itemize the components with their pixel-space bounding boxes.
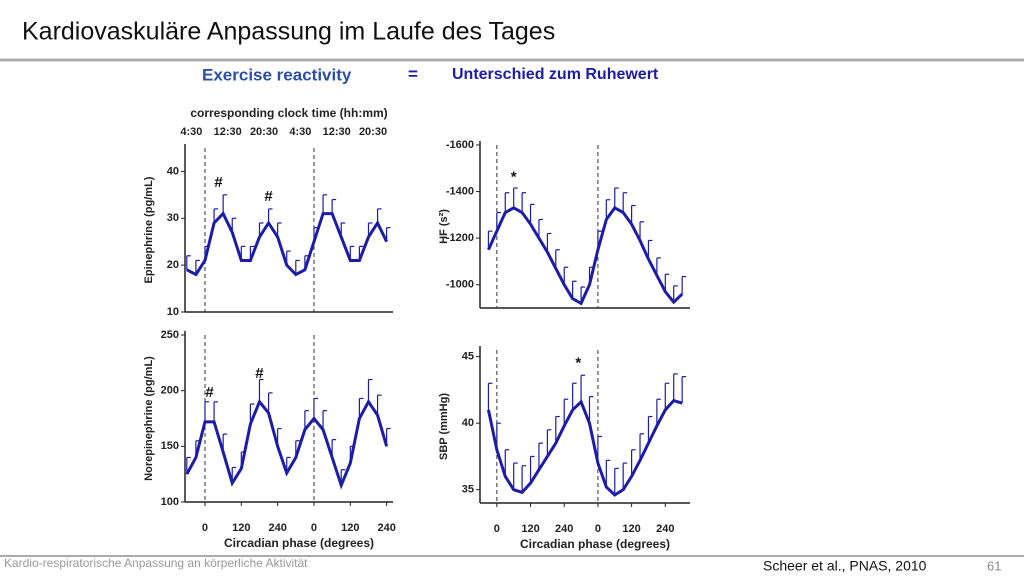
x-tick-label: 240	[656, 523, 674, 535]
annotation: #	[255, 365, 264, 382]
page-number: 61	[987, 558, 1001, 573]
x-tick-label: 120	[622, 523, 640, 535]
slide-title: Kardiovaskuläre Anpassung im Laufe des T…	[22, 18, 555, 46]
top-tick-label: 20:30	[359, 126, 387, 138]
x-tick-label: 0	[595, 523, 601, 535]
y-tick-label: 100	[161, 496, 179, 508]
mean-line	[185, 398, 389, 490]
y-tick-label: 40	[167, 165, 179, 177]
x-tick-label: 120	[341, 522, 359, 534]
y-axis-label: SBP (mmHg)	[438, 393, 450, 460]
y-tick-label: 200	[161, 385, 179, 397]
equals: =	[408, 64, 418, 83]
top-tick-label: 20:30	[250, 126, 278, 138]
annotation: *	[575, 354, 581, 371]
x-tick-label: 120	[521, 523, 539, 535]
y-axis-label: Norepinephrine (pg/mL)	[143, 356, 155, 481]
annotation: #	[214, 174, 223, 191]
y-tick-label: -1200	[446, 232, 474, 244]
y-axis-label: Epinephrine (pg/mL)	[143, 176, 155, 283]
x-axis-label: Circadian phase (degrees)	[224, 536, 374, 550]
annotation: #	[264, 188, 273, 205]
y-tick-label: 35	[462, 484, 474, 496]
y-tick-label: 20	[167, 259, 179, 271]
x-tick-label: 0	[311, 522, 317, 534]
annotation: *	[511, 169, 517, 186]
y-tick-label: 150	[161, 440, 179, 452]
footer-text: Kardio-respiratorische Anpassung an körp…	[4, 556, 308, 570]
explanation: Unterschied zum Ruhewert	[452, 66, 659, 83]
x-tick-label: 0	[494, 523, 500, 535]
top-tick-label: 4:30	[289, 126, 311, 138]
y-tick-label: -1000	[446, 279, 474, 291]
annotation: #	[205, 384, 214, 401]
y-tick-label: 250	[161, 329, 179, 341]
top-tick-label: 12:30	[214, 126, 242, 138]
mean-line	[486, 398, 683, 497]
x-tick-label: 0	[202, 522, 208, 534]
x-tick-label: 240	[555, 523, 573, 535]
subtitle: Exercise reactivity	[202, 65, 352, 84]
top-tick-label: 12:30	[323, 126, 351, 138]
y-axis-label: HF (s²)	[438, 209, 450, 244]
x-axis-label: Circadian phase (degrees)	[520, 537, 670, 551]
y-tick-label: 45	[462, 351, 474, 363]
mean-line	[186, 211, 388, 277]
mean-line	[487, 205, 684, 306]
top-axis-label: corresponding clock time (hh:mm)	[190, 106, 387, 120]
y-tick-label: 10	[167, 306, 179, 318]
y-tick-label: 30	[167, 212, 179, 224]
y-tick-label: -1400	[446, 185, 474, 197]
x-tick-label: 240	[268, 522, 286, 534]
citation: Scheer et al., PNAS, 2010	[763, 558, 927, 574]
x-tick-label: 120	[232, 522, 250, 534]
x-tick-label: 240	[377, 522, 395, 534]
y-tick-label: 40	[462, 417, 474, 429]
y-tick-label: -1600	[446, 139, 474, 151]
top-tick-label: 4:30	[180, 126, 202, 138]
